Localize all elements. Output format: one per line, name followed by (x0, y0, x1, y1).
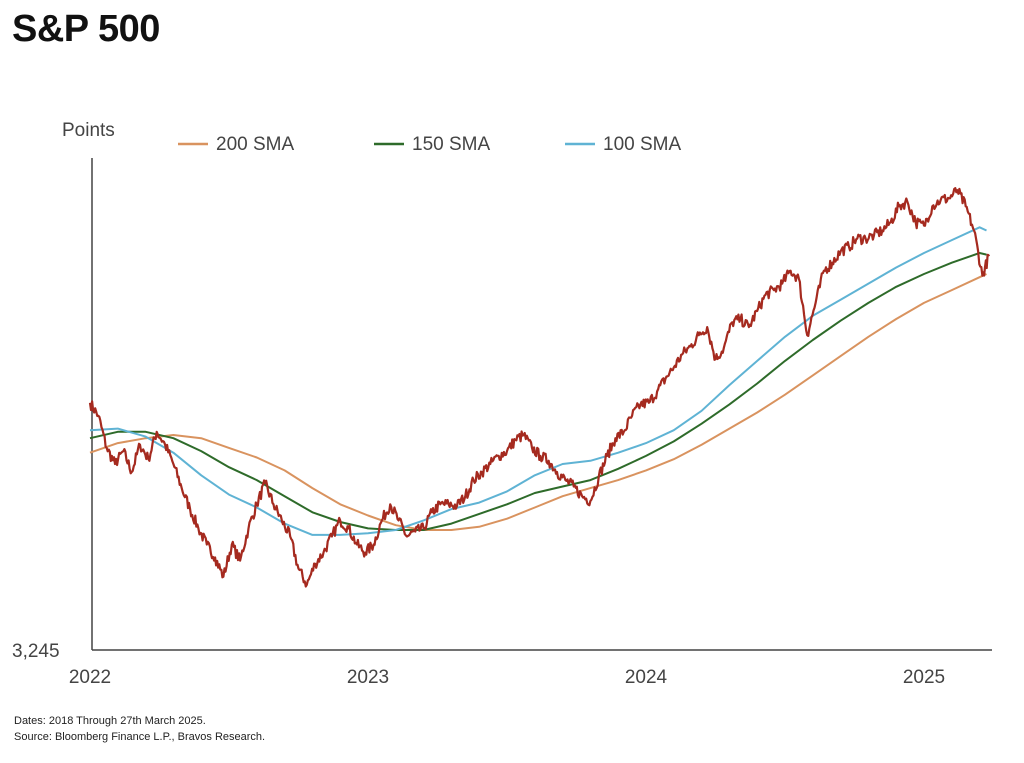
series-line-sp500 (88, 187, 991, 588)
y-tick-label: 3,245 (12, 641, 60, 662)
footer-notes: Dates: 2018 Through 27th March 2025. Sou… (14, 713, 265, 745)
x-tick-label-2022: 2022 (69, 667, 111, 688)
series-line-200-sma (89, 273, 987, 531)
x-tick-label-2025: 2025 (903, 667, 945, 688)
x-tick-label-2024: 2024 (625, 667, 668, 688)
series-layer (88, 187, 991, 588)
legend-label-200-sma: 200 SMA (216, 134, 294, 155)
chart-title: S&P 500 (12, 8, 160, 50)
legend: 200 SMA 150 SMA 100 SMA (178, 134, 681, 155)
y-axis-label: Points (62, 120, 115, 141)
series-line-100-sma (89, 226, 987, 536)
series-line-150-sma (89, 252, 987, 531)
x-tick-label-2023: 2023 (347, 667, 389, 688)
legend-label-100-sma: 100 SMA (603, 134, 681, 155)
legend-label-150-sma: 150 SMA (412, 134, 490, 155)
footer-source: Source: Bloomberg Finance L.P., Bravos R… (14, 731, 266, 743)
footer-dates: Dates: 2018 Through 27th March 2025. (14, 715, 206, 727)
